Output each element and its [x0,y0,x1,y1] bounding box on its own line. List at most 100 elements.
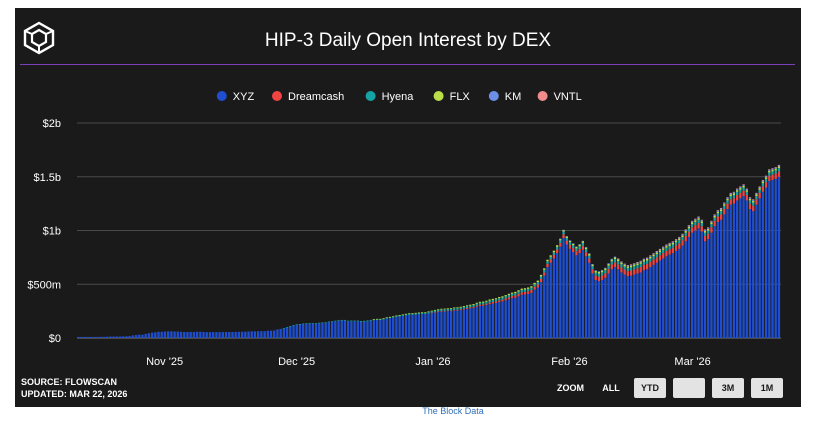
bar-dreamcash [440,311,443,312]
bar-dreamcash [642,264,646,271]
bar-hyena [417,312,421,315]
bar-xyz [739,198,742,338]
bar-dreamcash [707,233,710,240]
bar-xyz [183,331,186,338]
bar-xyz [292,325,295,338]
bar-dreamcash [604,273,607,278]
bar-xyz [645,269,649,338]
bar-dreamcash [549,259,552,263]
legend-marker-flx [433,91,444,101]
bar-dreamcash [636,268,639,274]
bar-hyena [562,231,565,235]
bar-hyena [498,298,501,301]
bar-xyz [446,311,449,339]
bar-km [742,184,745,186]
bar-xyz [629,275,633,338]
bar-dreamcash [674,245,678,251]
bar-dreamcash [501,299,504,302]
zoom-ytd-button[interactable]: YTD [634,378,666,398]
zoom-1m-button[interactable]: 1M [751,378,783,398]
zoom-3m-button[interactable]: 3M [712,378,744,398]
x-tick-label: Jan '26 [415,356,450,368]
bar-xyz [703,241,707,338]
bar-vntl [777,164,781,166]
bar-flx [736,190,739,192]
bar-hyena [433,310,437,312]
bar-hyena [533,284,536,287]
bar-flx [777,166,781,169]
bar-dreamcash [665,250,668,257]
bar-hyena [430,311,433,313]
y-tick-label: $1.5b [33,172,61,184]
bar-dreamcash [507,297,511,300]
bar-hyena [539,276,543,279]
bar-vntl [649,255,652,256]
zoom-all-button[interactable]: ALL [595,378,627,398]
bar-flx [690,222,694,225]
bar-xyz [298,324,302,338]
bar-flx [732,193,736,196]
bar-xyz [594,279,597,338]
bar-flx [539,274,543,277]
bar-km [716,210,720,212]
bar-xyz [202,331,205,338]
bar-hyena [710,224,713,228]
bar-flx [514,291,517,294]
bar-vntl [752,199,755,200]
bar-vntl [645,257,649,259]
bar-xyz [674,250,678,338]
bar-hyena [549,256,552,260]
bar-xyz [314,323,318,338]
bar-hyena [552,252,556,256]
bar-xyz [372,320,376,338]
bar-hyena [459,307,462,310]
bar-vntl [639,260,642,262]
bar-dreamcash [719,214,723,220]
bar-xyz [752,211,755,338]
bar-vntl [668,242,671,244]
bar-xyz [276,329,279,338]
bar-hyena [305,323,308,324]
bar-dreamcash [723,209,726,215]
bar-flx [572,243,575,246]
bar-vntl [636,262,639,263]
bar-xyz [141,334,144,338]
bar-km [748,197,752,199]
bar-xyz [112,336,115,338]
bar-dreamcash [771,174,774,180]
bar-dreamcash [527,291,530,294]
bar-vntl [716,210,720,211]
bar-km [588,253,591,254]
bar-hyena [745,191,748,196]
bar-xyz [99,336,102,338]
bar-xyz [240,331,244,338]
bar-flx [420,312,424,313]
bar-flx [639,262,642,264]
bar-xyz [443,311,446,338]
bar-dreamcash [478,304,482,306]
bar-flx [768,170,771,173]
bar-hyena [446,308,449,311]
bar-flx [723,204,726,206]
bar-xyz [620,272,623,338]
bar-hyena [584,249,588,253]
bar-dreamcash [713,220,716,227]
zoom-controls: ZOOM ALL YTD 3M 1M [557,378,783,398]
bar-hyena [732,195,736,199]
bar-dreamcash [510,296,514,299]
zoom-blank-button[interactable] [673,378,705,398]
bar-xyz [726,209,729,338]
bar-dreamcash [620,267,623,273]
bar-dreamcash [774,173,777,179]
bar-hyena [613,259,617,263]
bar-hyena [285,327,289,328]
bar-flx [665,246,668,248]
bar-xyz [125,336,128,338]
bar-vntl [755,192,758,194]
bar-hyena [453,308,456,310]
bar-xyz [170,331,173,338]
bar-xyz [279,328,282,338]
bar-flx [398,315,401,316]
bar-flx [552,250,556,253]
credit-link[interactable]: The Block Data [422,406,484,416]
